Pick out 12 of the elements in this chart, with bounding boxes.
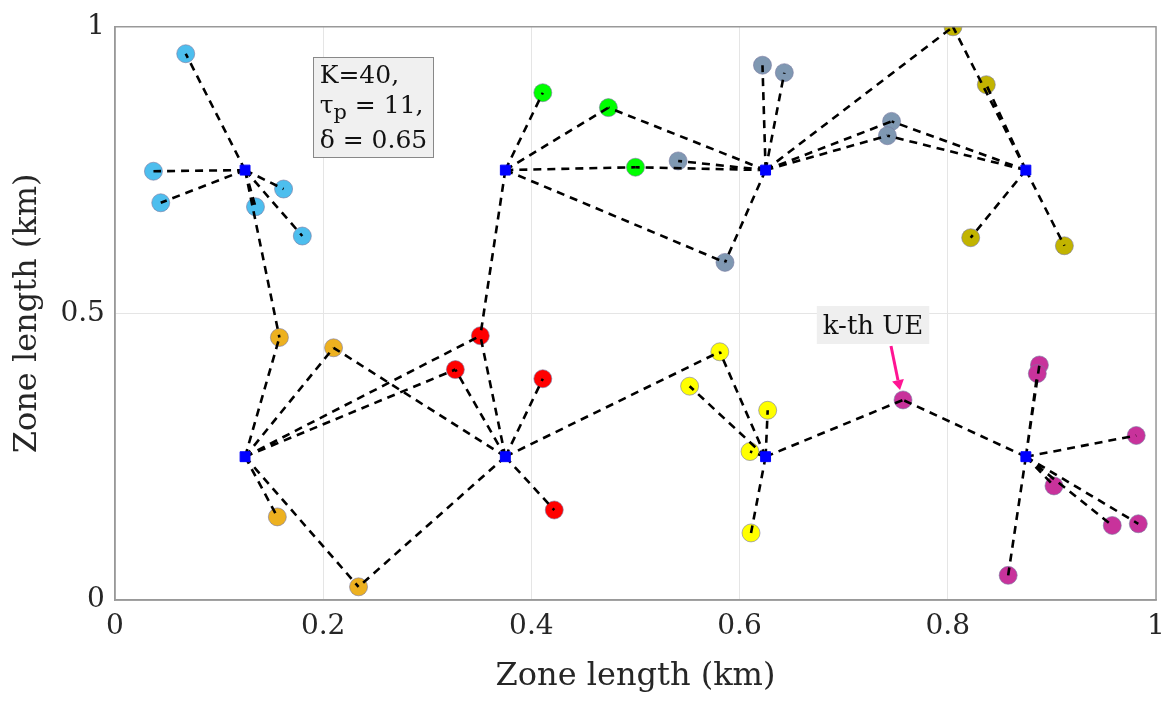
x-tick-label: 0.2 (300, 608, 346, 642)
x-axis-title: Zone length (km) (495, 655, 776, 694)
annotation: k-th UE (822, 309, 924, 340)
x-tick-label: 1 (1147, 608, 1165, 642)
y-tick-label: 1 (87, 8, 105, 42)
x-tick-label: 0.8 (925, 608, 971, 642)
x-tick-label: 0.4 (509, 608, 554, 642)
y-tick-label: 0.5 (60, 294, 105, 328)
y-tick-label: 0 (87, 581, 105, 615)
annotation: K=40, τ$_{p}$ = 11, δ = 0.65 (312, 56, 435, 158)
y-axis-title: Zone length (km) (5, 173, 44, 454)
x-tick-label: 0.6 (717, 608, 762, 642)
